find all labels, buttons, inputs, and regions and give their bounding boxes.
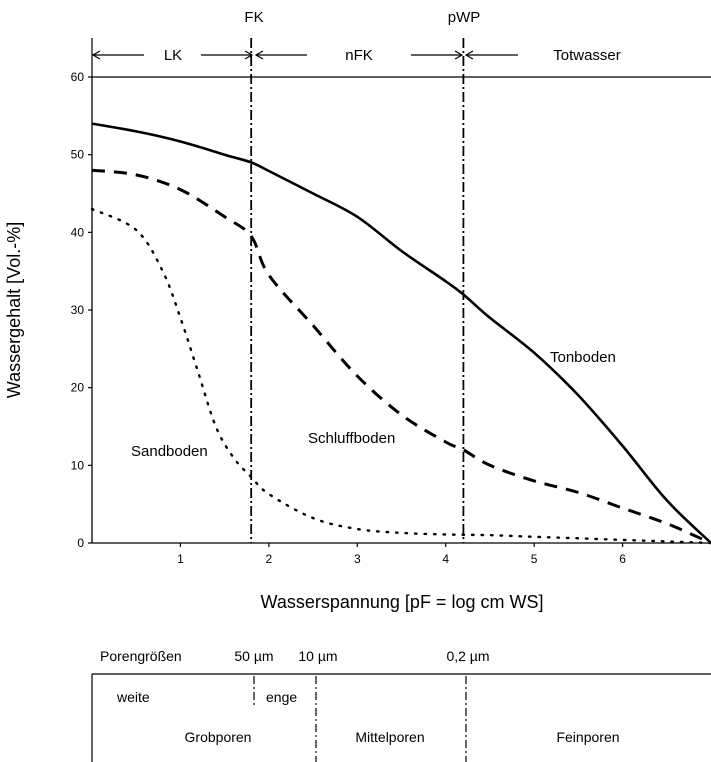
range-arrows	[91, 50, 518, 60]
y-tick-label: 60	[71, 70, 85, 84]
y-ticks: 0 10 20 30 40 50 60	[71, 70, 92, 550]
x-tick-label: 2	[266, 552, 273, 566]
pore-size-50: 50 µm	[234, 648, 273, 664]
x-ticks: 1 2 3 4 5 6	[177, 543, 626, 566]
pore-class-mittelporen: Mittelporen	[355, 729, 424, 745]
y-tick-label: 0	[77, 536, 84, 550]
y-tick-label: 30	[71, 303, 85, 317]
range-label-nfk: nFK	[345, 47, 373, 64]
pore-subclass-enge: enge	[266, 689, 297, 705]
x-tick-label: 3	[354, 552, 361, 566]
series-line-schluffboden	[91, 168, 711, 545]
annotation-sandboden: Sandboden	[131, 443, 208, 460]
pore-sizes-title: Porengrößen	[100, 648, 182, 664]
series-line-tonboden	[91, 122, 711, 544]
y-tick-label: 10	[71, 458, 85, 472]
y-axis-title: Wassergehalt [Vol.-%]	[4, 222, 24, 398]
x-tick-label: 6	[619, 552, 626, 566]
pore-size-02: 0,2 µm	[446, 648, 489, 664]
pore-class-feinporen: Feinporen	[556, 729, 619, 745]
pore-table-lines	[91, 673, 711, 762]
x-tick-label: 5	[531, 552, 538, 566]
reference-lines	[250, 38, 465, 543]
axes	[91, 76, 711, 544]
x-axis-title: Wasserspannung [pF = log cm WS]	[261, 592, 544, 612]
series-layer	[90, 122, 711, 545]
series-line-sandboden	[90, 207, 711, 545]
pore-size-10: 10 µm	[298, 648, 337, 664]
pwp-label: pWP	[448, 9, 481, 26]
fk-label: FK	[244, 9, 263, 26]
annotation-tonboden: Tonboden	[550, 349, 616, 366]
x-tick-label: 1	[177, 552, 184, 566]
y-tick-label: 20	[71, 381, 85, 395]
range-label-totwasser: Totwasser	[553, 47, 621, 64]
pore-subclass-weite: weite	[116, 689, 150, 705]
pore-class-grobporen: Grobporen	[185, 729, 252, 745]
y-tick-label: 40	[71, 225, 85, 239]
y-tick-label: 50	[71, 148, 85, 162]
annotation-schluffboden: Schluffboden	[308, 430, 395, 447]
x-tick-label: 4	[442, 552, 449, 566]
range-label-lk: LK	[164, 47, 182, 64]
